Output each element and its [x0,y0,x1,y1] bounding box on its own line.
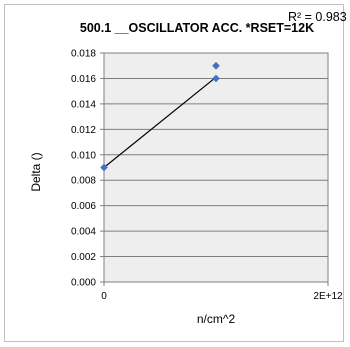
trendline-segment [103,76,217,168]
chart-title: 500.1 __OSCILLATOR ACC. *RSET=12K [80,21,314,35]
y-axis-label: Delta () [29,152,43,191]
y-tick-label: 0.008 [71,176,96,187]
x-axis-ticks: 0 2E+12 [101,282,343,302]
plot-area [103,52,329,283]
y-tick-label: 0.004 [71,227,96,238]
x-tick-label: 2E+12 [313,291,343,302]
y-tick-label: 0.016 [71,74,96,85]
y-tick-label: 0.014 [71,99,96,110]
x-axis-label: n/cm^2 [197,312,236,326]
data-point-marker [100,163,108,172]
y-tick-label: 0.006 [71,201,96,212]
y-axis-ticks: 0.000 0.002 0.004 0.006 0.008 0.010 0.012 0.014… [71,49,104,289]
data-point-marker [212,61,220,70]
trendline [103,76,217,168]
y-tick-label: 0.000 [71,278,96,289]
y-tick-label: 0.002 [71,252,96,263]
y-tick-label: 0.012 [71,125,96,136]
r-squared-annotation: R² = 0.983 [288,10,347,24]
y-tick-label: 0.010 [71,150,96,161]
data-point-marker [212,74,220,83]
data-points [100,61,220,172]
y-tick-label: 0.018 [71,49,96,60]
x-tick-label: 0 [101,291,107,302]
